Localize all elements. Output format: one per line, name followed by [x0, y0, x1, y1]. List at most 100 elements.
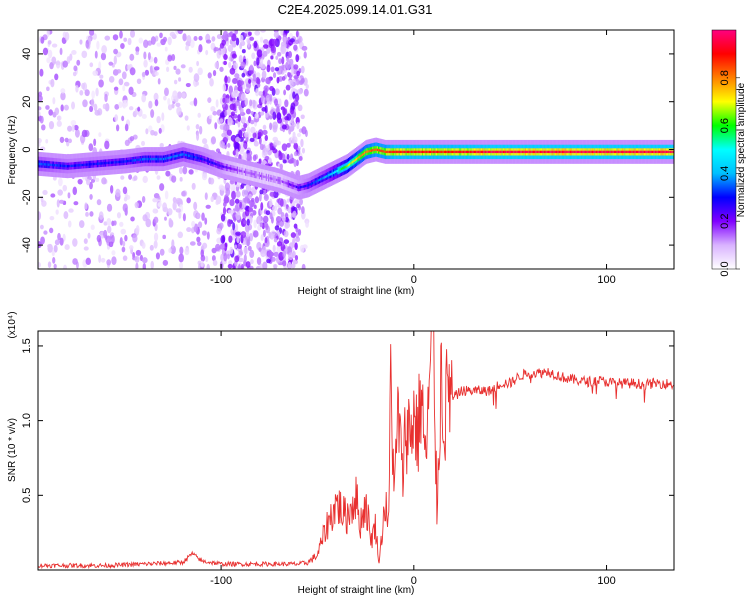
noise-speck: [293, 142, 299, 150]
signal-core: [561, 150, 564, 154]
signal-core: [521, 150, 523, 154]
colorbar-tick-label: 0.2: [719, 214, 731, 229]
signal-core: [108, 161, 110, 164]
signal-core: [507, 150, 509, 154]
signal-core: [464, 150, 467, 154]
signal-core: [128, 159, 130, 163]
signal-core: [58, 164, 61, 167]
signal-core: [238, 169, 240, 172]
signal-core: [262, 175, 264, 178]
noise-speck: [281, 56, 285, 65]
signal-core: [579, 150, 581, 154]
noise-speck: [239, 107, 244, 115]
signal-core: [40, 162, 42, 166]
noise-speck: [215, 200, 219, 206]
signal-core: [246, 171, 248, 174]
signal-core: [57, 164, 60, 167]
noise-speck: [100, 257, 106, 263]
noise-speck: [73, 124, 79, 131]
noise-speck: [216, 227, 222, 235]
signal-core: [484, 150, 486, 154]
noise-speck: [229, 198, 235, 207]
noise-speck: [62, 60, 68, 68]
noise-speck: [135, 262, 139, 269]
noise-speck: [231, 53, 237, 59]
signal-core: [519, 150, 521, 154]
noise-speck: [47, 49, 53, 59]
signal-core: [336, 170, 338, 173]
noise-speck: [234, 244, 238, 249]
noise-speck: [271, 38, 278, 46]
noise-speck: [240, 182, 245, 189]
signal-core: [53, 163, 55, 167]
noise-speck: [181, 190, 186, 197]
noise-speck: [190, 39, 195, 48]
noise-speck: [89, 105, 94, 113]
signal-core: [538, 150, 541, 154]
noise-speck: [51, 56, 57, 64]
noise-speck: [274, 225, 280, 231]
signal-core: [118, 160, 121, 164]
noise-speck: [75, 85, 79, 93]
noise-speck: [43, 230, 48, 235]
noise-speck: [241, 49, 246, 54]
signal-core: [626, 150, 628, 154]
noise-speck: [182, 166, 188, 175]
signal-core: [449, 150, 452, 154]
noise-speck: [153, 216, 159, 224]
noise-speck: [266, 64, 271, 73]
noise-speck: [81, 129, 88, 138]
signal-core: [46, 163, 48, 166]
noise-speck: [48, 120, 55, 130]
noise-speck: [248, 70, 254, 75]
signal-core: [310, 182, 313, 186]
spectrogram-x-axis-label: Height of straight line (km): [298, 286, 415, 297]
signal-core: [342, 167, 344, 170]
signal-core: [75, 164, 77, 167]
noise-speck: [243, 197, 250, 204]
signal-core: [207, 160, 210, 163]
noise-speck: [229, 183, 235, 191]
noise-speck: [53, 244, 58, 253]
signal-core: [501, 150, 504, 154]
noise-speck: [49, 216, 55, 221]
noise-speck: [164, 216, 167, 221]
noise-speck: [265, 94, 271, 102]
snr-y-tick-label: 1.0: [21, 413, 33, 428]
signal-core: [243, 170, 246, 174]
signal-core: [204, 158, 206, 162]
noise-speck: [119, 221, 124, 227]
noise-speck: [179, 246, 184, 255]
signal-core: [359, 155, 361, 158]
signal-core: [430, 150, 432, 154]
snr-axes: -100 0 100 0.5 1.0 1.5: [21, 331, 674, 587]
noise-speck: [237, 264, 241, 269]
noise-speck: [90, 98, 95, 108]
signal-core: [402, 150, 404, 154]
signal-core: [576, 150, 579, 154]
noise-speck: [301, 126, 307, 135]
noise-speck: [293, 136, 298, 144]
signal-core: [472, 150, 475, 154]
noise-speck: [102, 103, 107, 110]
signal-core: [635, 150, 638, 154]
signal-core: [94, 162, 97, 166]
noise-speck: [233, 89, 239, 97]
noise-speck: [57, 232, 61, 241]
signal-core: [508, 150, 511, 154]
signal-core: [288, 183, 291, 186]
signal-core: [251, 172, 254, 176]
noise-speck: [273, 264, 277, 269]
signal-core: [470, 150, 472, 154]
noise-speck: [138, 37, 144, 44]
signal-core: [397, 150, 400, 154]
noise-speck: [67, 192, 71, 199]
noise-speck: [143, 59, 148, 68]
noise-speck: [290, 69, 295, 76]
noise-speck: [289, 124, 295, 132]
signal-core: [71, 164, 73, 168]
noise-speck: [158, 127, 162, 134]
signal-core: [608, 150, 610, 154]
noise-speck: [51, 43, 58, 48]
colorbar-tick-label: 0.0: [719, 261, 731, 276]
